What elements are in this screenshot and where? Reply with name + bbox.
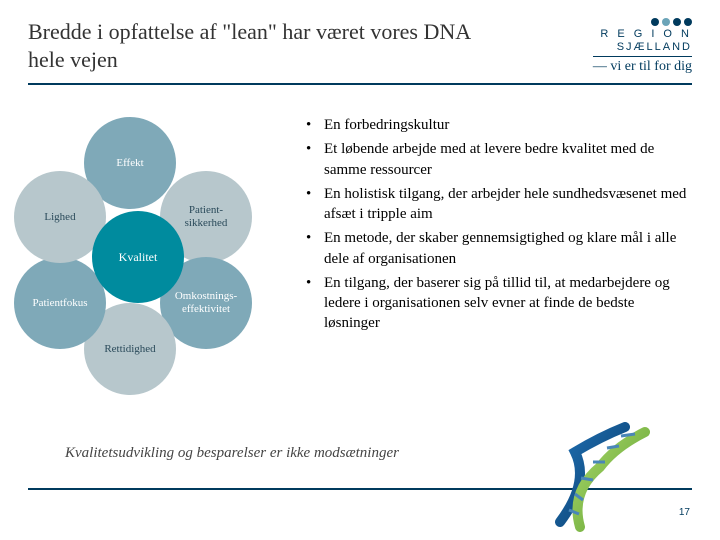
- logo-line1: R E G I O N: [593, 28, 692, 40]
- list-item: En forbedringskultur: [306, 115, 692, 135]
- bullet-list: En forbedringskultur Et løbende arbejde m…: [306, 115, 692, 385]
- flower-diagram: EffektPatient-sikkerhedOmkostnings-effek…: [28, 115, 288, 385]
- page-number: 17: [679, 507, 690, 518]
- list-item: En metode, der skaber gennemsigtighed og…: [306, 228, 692, 269]
- list-item: En holistisk tilgang, der arbejder hele …: [306, 184, 692, 225]
- list-item: Et løbende arbejde med at levere bedre k…: [306, 139, 692, 180]
- brand-logo: R E G I O N SJÆLLAND — vi er til for dig: [593, 18, 692, 75]
- petal-center: Kvalitet: [92, 211, 184, 303]
- petal-4: Patientfokus: [14, 257, 106, 349]
- dna-icon: [545, 422, 665, 532]
- page-title: Bredde i opfattelse af "lean" har været …: [28, 18, 488, 73]
- logo-dots-icon: [593, 18, 692, 26]
- logo-line2: SJÆLLAND: [593, 41, 692, 53]
- list-item: En tilgang, der baserer sig på tillid ti…: [306, 273, 692, 334]
- logo-tagline: — vi er til for dig: [593, 56, 692, 75]
- bottom-tagline: Kvalitetsudvikling og besparelser er ikk…: [65, 445, 399, 462]
